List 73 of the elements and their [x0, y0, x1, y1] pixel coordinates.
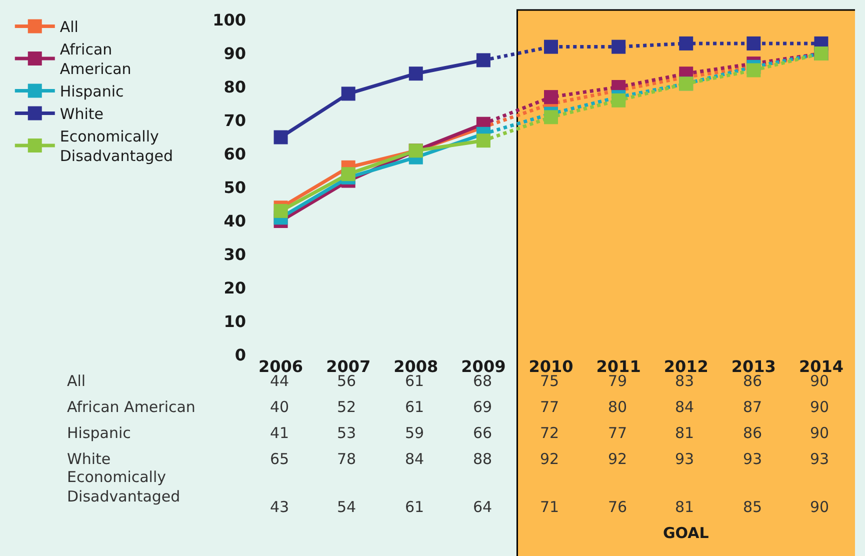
point — [408, 66, 423, 81]
y-tick-label: 80 — [224, 78, 246, 97]
data-label: 77 — [540, 398, 560, 416]
data-label: 40 — [270, 398, 290, 416]
data-label: 87 — [743, 398, 762, 416]
point — [274, 204, 288, 218]
data-label: 61 — [405, 498, 424, 516]
y-tick-label: 60 — [224, 144, 246, 164]
point — [476, 134, 490, 148]
data-label: 85 — [743, 498, 762, 516]
data-label: 59 — [405, 424, 424, 442]
data-label: 64 — [473, 498, 492, 516]
data-label: 52 — [337, 398, 356, 416]
data-label: 84 — [675, 398, 694, 416]
data-label: 88 — [473, 450, 492, 468]
data-label: 92 — [540, 450, 560, 468]
data-label: 81 — [675, 498, 694, 516]
y-tick-label: 0 — [234, 346, 246, 365]
data-label: 84 — [405, 450, 424, 468]
data-label: 41 — [270, 424, 290, 442]
data-label: 80 — [608, 398, 628, 416]
data-label: 69 — [473, 398, 492, 416]
point — [341, 167, 356, 182]
data-label: 90 — [810, 398, 830, 416]
data-label: 66 — [473, 424, 492, 442]
y-tick-label: 70 — [224, 111, 246, 130]
y-tick-label: 40 — [224, 212, 246, 231]
data-label: 53 — [337, 424, 356, 442]
point — [341, 86, 356, 101]
point — [612, 93, 626, 108]
data-label: 92 — [608, 450, 628, 468]
data-label: 90 — [810, 498, 830, 516]
data-label: 43 — [270, 498, 290, 516]
data-label: 72 — [540, 424, 560, 442]
point — [746, 63, 761, 78]
point — [544, 90, 558, 104]
y-tick-label: 10 — [224, 312, 246, 332]
data-label: 76 — [608, 498, 628, 516]
y-tick-label: 100 — [212, 10, 246, 30]
data-label: 93 — [675, 450, 694, 468]
data-label: 81 — [675, 424, 694, 442]
text: White — [67, 450, 111, 468]
data-label: 93 — [810, 450, 830, 468]
y-tick-label: 30 — [224, 245, 246, 264]
data-label: 93 — [743, 450, 762, 468]
point — [544, 40, 558, 54]
data-label: 77 — [608, 424, 628, 442]
legend-label: African American — [60, 40, 132, 78]
y-tick-label: 90 — [224, 44, 246, 64]
point — [544, 110, 558, 124]
data-label: 65 — [270, 450, 290, 468]
text: Hispanic — [67, 424, 131, 442]
text: African American — [67, 398, 196, 416]
point — [476, 53, 490, 68]
data-label: 61 — [405, 398, 424, 416]
legend-label: White — [60, 105, 104, 124]
data-label: 78 — [337, 450, 356, 468]
data-label: 71 — [540, 498, 560, 516]
point — [746, 36, 761, 50]
point — [679, 36, 694, 50]
text: All — [67, 372, 86, 390]
point — [612, 40, 626, 54]
y-tick-label: 50 — [224, 178, 246, 198]
y-tick-label: 20 — [224, 278, 246, 298]
point — [274, 130, 288, 144]
legend-label: Economically Disadvantaged — [60, 128, 174, 166]
legend-label: Hispanic — [60, 82, 124, 101]
data-label: 90 — [810, 424, 830, 442]
band-label: GOAL — [663, 524, 710, 542]
data-label: 86 — [743, 424, 762, 442]
data-label: 54 — [337, 498, 356, 516]
legend-label: All — [60, 18, 78, 36]
text: Economically Disadvantaged — [67, 468, 180, 506]
